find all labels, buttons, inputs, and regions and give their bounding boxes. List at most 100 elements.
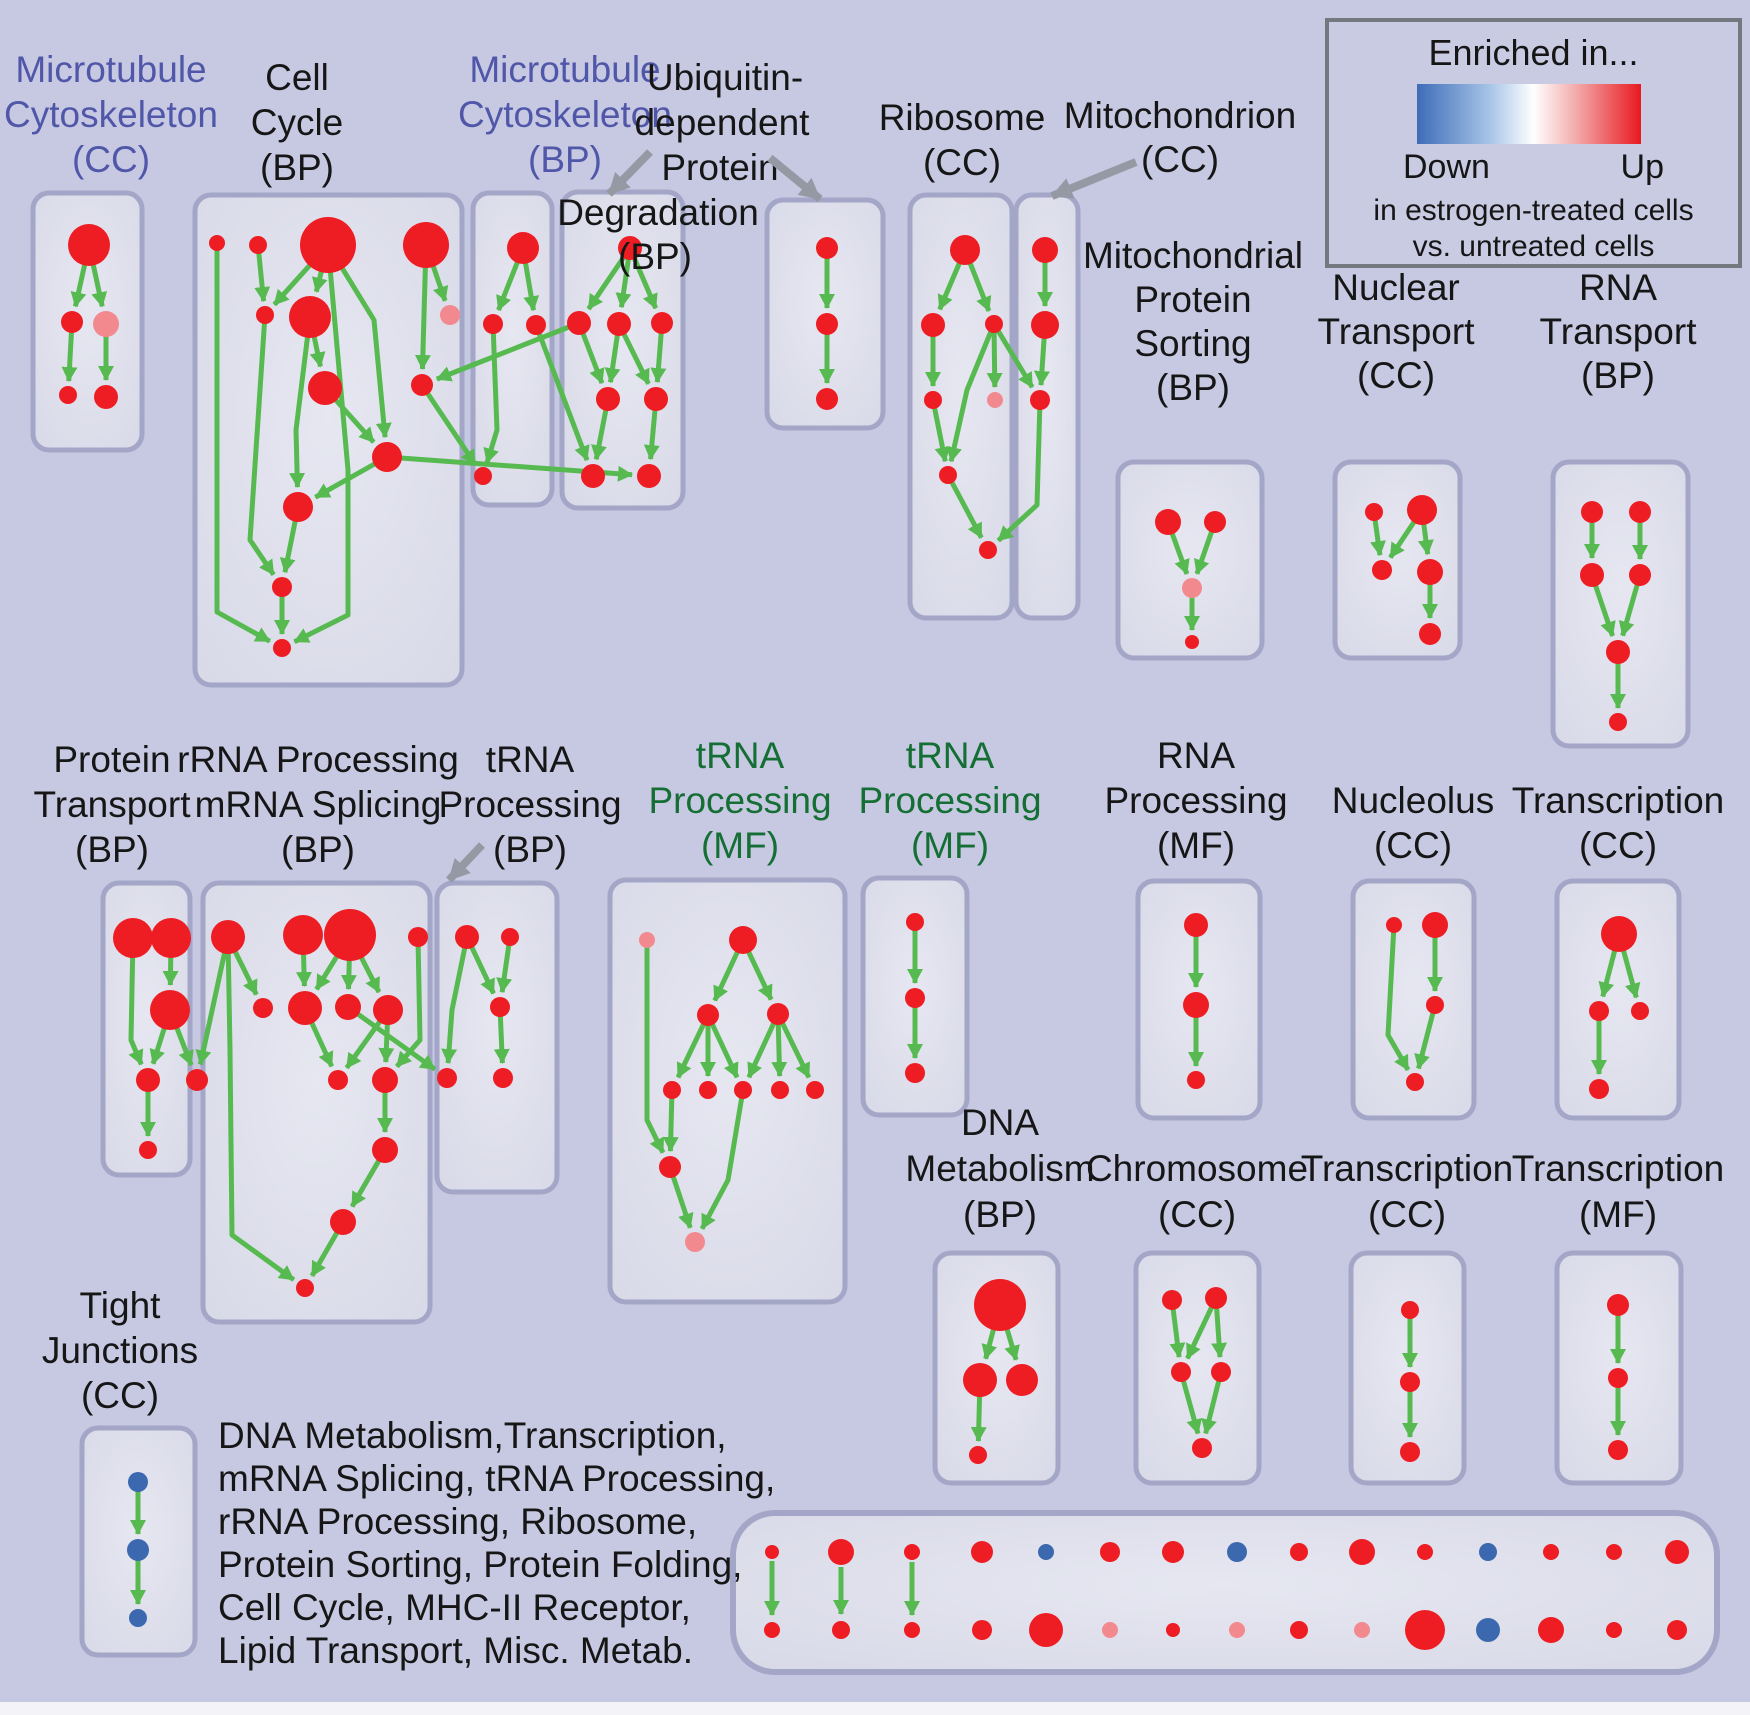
node-transcription-cc-mid-2 xyxy=(1631,1002,1649,1020)
node-ubiquitin-degradation-box2-1 xyxy=(816,313,838,335)
edge-cross-group xyxy=(346,1004,437,1072)
node-misc-summary-top-7 xyxy=(1227,1542,1247,1562)
legend-subtitle-line2: vs. untreated cells xyxy=(1412,230,1655,263)
node-rrna-processing-mrna-splicing-bp-4 xyxy=(186,1069,208,1091)
node-trna-processing-mf-1-8 xyxy=(806,1081,824,1099)
node-ubiquitin-dependent-protein-degradation-bp-4 xyxy=(596,387,620,411)
node-misc-summary-bottom-13 xyxy=(1606,1622,1622,1638)
node-rrna-processing-mrna-splicing-bp-8 xyxy=(373,995,403,1025)
misc-categories-text-line: rRNA Processing, Ribosome, xyxy=(218,1501,697,1542)
node-trna-processing-mf-1-5 xyxy=(699,1081,717,1099)
group-label-protein-transport-bp: Protein xyxy=(53,739,170,780)
legend-color-gradient xyxy=(1417,84,1641,144)
node-rrna-processing-mrna-splicing-bp-10 xyxy=(372,1067,398,1093)
node-ubiquitin-degradation-box2-0 xyxy=(816,237,838,259)
node-cell-cycle-bp-4 xyxy=(256,306,274,324)
node-misc-summary-bottom-7 xyxy=(1229,1622,1245,1638)
group-label-trna-processing-mf-2: Processing xyxy=(858,780,1041,821)
group-label-transcription-mf: (MF) xyxy=(1579,1194,1657,1235)
group-label-dna-metabolism-bp: Metabolism xyxy=(905,1148,1094,1189)
legend-title: Enriched in... xyxy=(1428,32,1639,73)
group-box-misc-summary xyxy=(730,1510,1720,1675)
node-misc-summary-top-8 xyxy=(1290,1543,1308,1561)
group-label-mitochondrial-protein-sorting-bp: Mitochondrial xyxy=(1083,235,1303,276)
edge-cell-cycle-bp xyxy=(214,243,271,644)
group-label-transcription-cc-bottom: (CC) xyxy=(1368,1194,1446,1235)
node-ribosome-cc-1 xyxy=(921,313,945,337)
node-ubiquitin-dependent-protein-degradation-bp-5 xyxy=(644,387,668,411)
node-tight-junctions-cc-1 xyxy=(127,1539,149,1561)
group-box-transcription-cc-mid xyxy=(1554,878,1682,1121)
node-protein-transport-bp-4 xyxy=(139,1141,157,1159)
group-label-microtubule-cytoskeleton-bp: Cytoskeleton xyxy=(458,94,672,135)
node-misc-summary-top-10 xyxy=(1417,1544,1433,1560)
node-ubiquitin-dependent-protein-degradation-bp-1 xyxy=(567,311,591,335)
edge-trna-processing-mf-1 xyxy=(746,1012,781,1079)
edge-trna-processing-mf-1 xyxy=(775,1012,812,1079)
node-mitochondrion-cc-1 xyxy=(1031,311,1059,339)
node-rrna-processing-mrna-splicing-bp-12 xyxy=(330,1209,356,1235)
node-misc-summary-top-9 xyxy=(1349,1539,1375,1565)
group-label-rna-transport-bp: Transport xyxy=(1540,311,1698,352)
layer-labels: MicrotubuleCytoskeleton(CC)CellCycle(BP)… xyxy=(4,49,1724,1671)
node-trna-processing-bp-3 xyxy=(437,1068,457,1088)
group-label-mitochondrial-protein-sorting-bp: Sorting xyxy=(1134,323,1251,364)
node-transcription-cc-bottom-1 xyxy=(1400,1372,1420,1392)
legend-down-label: Down xyxy=(1403,148,1490,186)
node-nuclear-transport-cc-3 xyxy=(1417,559,1443,585)
edge-chromosome-cc xyxy=(1185,1296,1219,1360)
node-chromosome-cc-3 xyxy=(1211,1362,1231,1382)
edge-trna-processing-mf-1 xyxy=(662,1089,679,1153)
node-misc-summary-top-0 xyxy=(765,1545,779,1559)
group-label-ubiquitin-dependent-protein-degradation-bp: Protein xyxy=(661,147,778,188)
node-rrna-processing-mrna-splicing-bp-6 xyxy=(288,991,322,1025)
legend-subtitle-line1: in estrogen-treated cells xyxy=(1373,194,1694,227)
node-ubiquitin-dependent-protein-degradation-bp-0 xyxy=(618,236,642,260)
group-label-microtubule-cytoskeleton-cc: Microtubule xyxy=(15,49,206,90)
node-misc-summary-bottom-1 xyxy=(832,1621,850,1639)
bottom-margin xyxy=(0,1702,1750,1715)
node-rrna-processing-mrna-splicing-bp-1 xyxy=(283,915,323,955)
node-mitochondrial-protein-sorting-bp-1 xyxy=(1204,511,1226,533)
group-label-chromosome-cc: Chromosome xyxy=(1086,1148,1308,1189)
callout-arrow-icon-1 xyxy=(767,154,823,203)
group-label-transcription-cc-mid: Transcription xyxy=(1512,780,1724,821)
node-protein-transport-bp-1 xyxy=(151,918,191,958)
node-trna-processing-bp-1 xyxy=(501,928,519,946)
group-label-microtubule-cytoskeleton-bp: (BP) xyxy=(528,139,602,180)
node-transcription-cc-bottom-2 xyxy=(1400,1442,1420,1462)
node-protein-transport-bp-0 xyxy=(113,918,153,958)
edge-rrna-processing-mrna-splicing-bp xyxy=(225,936,296,1282)
edge-chromosome-cc xyxy=(1201,1371,1224,1435)
group-label-microtubule-cytoskeleton-cc: Cytoskeleton xyxy=(4,94,218,135)
node-misc-summary-bottom-12 xyxy=(1538,1617,1564,1643)
node-rna-processing-mf-0 xyxy=(1184,913,1208,937)
node-ubiquitin-dependent-protein-degradation-bp-3 xyxy=(651,312,673,334)
group-box-transcription-mf xyxy=(1554,1250,1684,1486)
group-label-tight-junctions-cc: Tight xyxy=(80,1285,162,1326)
edge-trna-processing-mf-1 xyxy=(705,1013,740,1079)
group-box-microtubule-cytoskeleton-cc xyxy=(30,190,145,453)
node-nuclear-transport-cc-1 xyxy=(1407,495,1437,525)
group-label-trna-processing-mf-1: (MF) xyxy=(701,825,779,866)
edge-nucleolus-cc xyxy=(1385,924,1411,1072)
node-rna-transport-bp-0 xyxy=(1581,501,1603,523)
edge-ribosome-cc xyxy=(945,473,984,539)
group-box-rna-transport-bp xyxy=(1550,459,1691,749)
node-transcription-cc-mid-3 xyxy=(1589,1079,1609,1099)
node-microtubule-cytoskeleton-cc-1 xyxy=(61,311,83,333)
edge-trna-processing-mf-1 xyxy=(675,1013,711,1079)
edge-trna-processing-mf-1 xyxy=(699,1089,746,1230)
node-misc-summary-bottom-8 xyxy=(1290,1621,1308,1639)
group-label-nuclear-transport-cc: Transport xyxy=(1318,311,1476,352)
group-box-trna-processing-mf-1 xyxy=(607,877,848,1305)
edge-cell-cycle-bp xyxy=(325,243,392,439)
node-rrna-processing-mrna-splicing-bp-9 xyxy=(328,1070,348,1090)
group-label-transcription-mf: Transcription xyxy=(1512,1148,1724,1189)
node-cell-cycle-bp-1 xyxy=(249,236,267,254)
group-box-chromosome-cc xyxy=(1133,1250,1262,1486)
misc-categories-text-line: DNA Metabolism,Transcription, xyxy=(218,1415,727,1456)
node-microtubule-cytoskeleton-bp-3 xyxy=(474,467,492,485)
group-label-ubiquitin-dependent-protein-degradation-bp: Degradation xyxy=(557,192,759,233)
group-label-dna-metabolism-bp: (BP) xyxy=(963,1194,1037,1235)
